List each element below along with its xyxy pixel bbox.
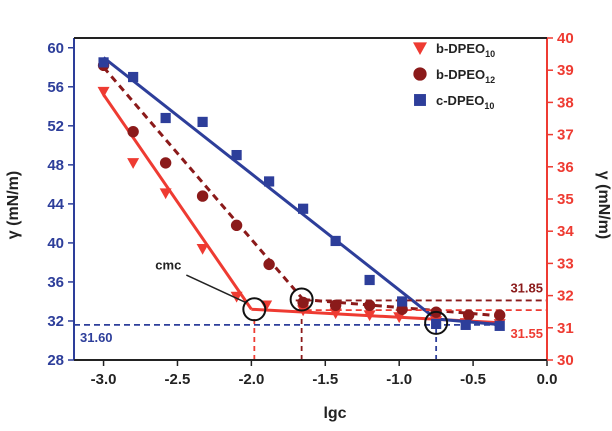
data-point [97, 86, 110, 98]
y-right-tick-label: 36 [557, 159, 574, 176]
data-point [462, 309, 475, 321]
data-point [127, 125, 139, 138]
y-right-tick-label: 39 [557, 62, 574, 79]
x-tick-label: 0.0 [537, 371, 558, 388]
tick-labels-layer: -3.0 -2.5 -2.0 -1.5 -1.0 -0.5 0.0 28 32 36 40 44 48 5… [47, 30, 574, 388]
cmc-annotation-pointer [186, 274, 246, 303]
legend-marker [413, 42, 427, 55]
data-point [330, 235, 341, 247]
x-tick-label: -2.5 [165, 371, 191, 388]
data-point [128, 71, 139, 83]
y-left-tick-label: 56 [47, 79, 64, 96]
y-right-tick-label: 32 [557, 288, 574, 305]
y-left-tick-label: 44 [47, 196, 64, 213]
fit-line [102, 56, 438, 321]
y-left-tick-label: 36 [47, 274, 64, 291]
y-right-tick-label: 34 [557, 223, 574, 240]
y-right-tick-label: 33 [557, 255, 574, 272]
y-right-tick-label: 38 [557, 94, 574, 111]
data-point [363, 310, 376, 322]
data-point [494, 309, 506, 321]
legend: b-DPEO10 b-DPEO12 c-DPEO10 [413, 41, 495, 111]
legend-label: c-DPEO10 [436, 93, 494, 111]
data-point [363, 299, 376, 312]
cmc-annotation-label: cmc [155, 257, 181, 272]
legend-label: b-DPEO10 [436, 41, 495, 59]
x-tick-label: -1.5 [312, 371, 338, 388]
y-right-tick-label: 37 [557, 127, 574, 144]
x-tick-label: -2.0 [238, 371, 264, 388]
data-point [98, 57, 109, 68]
data-point [297, 296, 309, 309]
data-point [393, 312, 406, 324]
data-point [460, 319, 471, 330]
cmc-marker-circle [424, 310, 449, 335]
legend-label: b-DPEO12 [436, 67, 495, 85]
y-right-tick-label: 40 [557, 30, 574, 47]
data-point [264, 176, 275, 187]
data-point [329, 299, 342, 312]
data-point [127, 158, 140, 169]
legend-label-subscript: 10 [484, 101, 494, 111]
data-point [159, 188, 172, 200]
data-point [231, 149, 242, 161]
data-points-layer [97, 57, 506, 335]
data-point [230, 219, 243, 232]
reference-line-label: 31.55 [510, 326, 543, 341]
y-axis-left-title: γ (mN/m) [5, 171, 22, 239]
y-right-tick-label: 35 [557, 191, 574, 208]
cmc-marker-circle [242, 297, 267, 322]
data-point [298, 203, 309, 214]
x-tick-label: -0.5 [460, 371, 486, 388]
y-left-tick-label: 40 [47, 235, 64, 252]
y-right-tick-label: 31 [557, 320, 574, 337]
y-left-tick-label: 52 [47, 118, 64, 135]
y-right-tick-label: 30 [557, 352, 574, 369]
reference-line-label: 31.85 [510, 280, 543, 295]
data-point [196, 243, 209, 255]
legend-label-subscript: 12 [485, 75, 495, 85]
data-point [431, 318, 442, 329]
data-point [397, 296, 408, 307]
data-point [329, 308, 342, 320]
x-axis-title: lgc [323, 405, 346, 422]
legend-marker [413, 67, 427, 81]
fit-line [102, 93, 253, 311]
y-left-tick-label: 48 [47, 157, 64, 174]
legend-label-subscript: 10 [485, 49, 495, 59]
axes-layer [68, 37, 553, 366]
data-point [197, 116, 208, 128]
x-tick-label: -3.0 [91, 371, 117, 388]
data-point [364, 274, 375, 286]
data-point [196, 190, 209, 202]
reference-line-label: 31.60 [80, 330, 113, 345]
data-point [263, 258, 275, 271]
data-point [230, 291, 243, 303]
x-tick-label: -1.0 [386, 371, 412, 388]
y-left-tick-label: 60 [47, 40, 64, 57]
y-axis-right-title: γ (mN/m) [595, 171, 612, 239]
data-point [159, 157, 172, 169]
data-point [494, 320, 505, 331]
y-left-tick-label: 32 [47, 313, 64, 330]
data-point [160, 112, 171, 124]
legend-marker [414, 94, 426, 106]
y-left-tick-label: 28 [47, 352, 64, 369]
cmc-marker-circle [289, 287, 314, 312]
